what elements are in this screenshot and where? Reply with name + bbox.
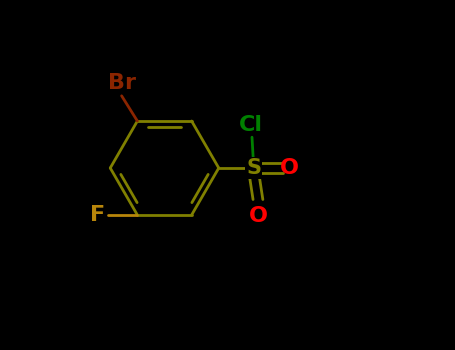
Text: O: O [249, 206, 268, 226]
Text: S: S [246, 158, 261, 178]
Text: Br: Br [108, 73, 136, 93]
Text: O: O [280, 158, 299, 178]
Text: F: F [90, 205, 105, 225]
Text: Cl: Cl [239, 115, 263, 135]
